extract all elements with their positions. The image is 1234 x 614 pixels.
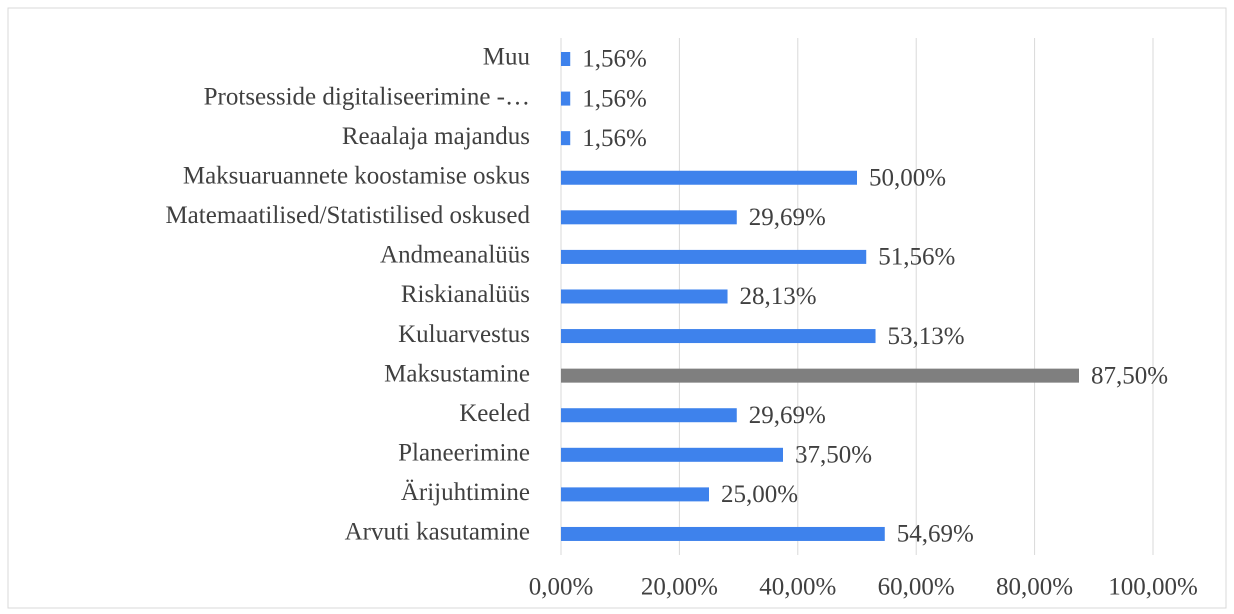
value-label: 1,56% bbox=[582, 46, 647, 73]
category-label: Maksustamine bbox=[384, 360, 530, 387]
x-tick-label: 60,00% bbox=[878, 574, 955, 601]
category-label: Reaalaja majandus bbox=[342, 123, 530, 150]
category-label: Kuluarvestus bbox=[398, 321, 530, 348]
bar bbox=[561, 329, 876, 344]
x-tick-label: 40,00% bbox=[759, 574, 836, 601]
category-label: Muu bbox=[483, 44, 531, 71]
value-label: 1,56% bbox=[582, 85, 647, 112]
category-label: Riskianalüüs bbox=[401, 281, 530, 308]
value-label: 53,13% bbox=[888, 323, 965, 350]
category-label: Matemaatilised/Statistilised oskused bbox=[165, 202, 530, 229]
bar bbox=[561, 91, 571, 106]
category-label: Ärijuhtimine bbox=[401, 479, 530, 506]
value-label: 25,00% bbox=[721, 481, 798, 508]
bar bbox=[561, 210, 737, 225]
bar bbox=[561, 249, 867, 264]
value-label: 50,00% bbox=[869, 164, 946, 191]
x-tick-label: 80,00% bbox=[996, 574, 1073, 601]
value-label: 54,69% bbox=[897, 521, 974, 548]
category-label: Keeled bbox=[459, 400, 530, 427]
value-label: 87,50% bbox=[1091, 362, 1168, 389]
bar bbox=[561, 368, 1079, 383]
x-tick-label: 0,00% bbox=[529, 574, 594, 601]
value-label: 29,69% bbox=[749, 402, 826, 429]
value-label: 37,50% bbox=[795, 442, 872, 469]
value-label: 28,13% bbox=[740, 283, 817, 310]
category-label: Protsesside digitaliseerimine -… bbox=[204, 83, 530, 110]
category-label: Arvuti kasutamine bbox=[345, 519, 530, 546]
bar bbox=[561, 447, 783, 462]
bar bbox=[561, 52, 571, 66]
category-label: Maksuaruannete koostamise oskus bbox=[183, 162, 530, 189]
category-label: Planeerimine bbox=[398, 440, 530, 467]
value-label: 29,69% bbox=[749, 204, 826, 231]
value-label: 51,56% bbox=[878, 244, 955, 271]
bar bbox=[561, 408, 737, 423]
x-tick-label: 100,00% bbox=[1108, 574, 1198, 601]
value-label: 1,56% bbox=[582, 125, 647, 152]
bar bbox=[561, 131, 571, 146]
bar bbox=[561, 487, 709, 502]
category-label: Andmeanalüüs bbox=[380, 242, 530, 269]
x-tick-label: 20,00% bbox=[641, 574, 718, 601]
bar bbox=[561, 526, 885, 541]
bar bbox=[561, 170, 857, 185]
bar bbox=[561, 289, 728, 304]
chart-border bbox=[7, 7, 1227, 609]
